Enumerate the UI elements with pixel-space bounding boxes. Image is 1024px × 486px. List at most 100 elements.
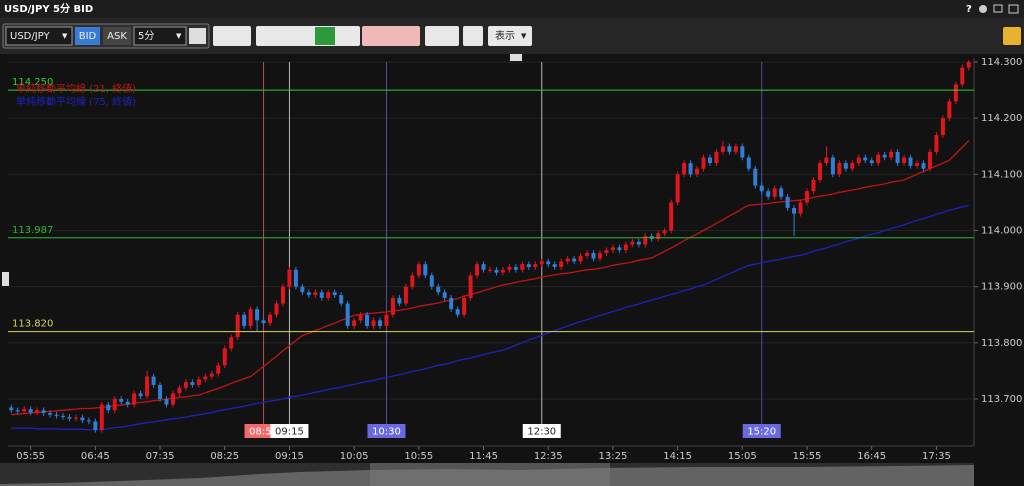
bid-button[interactable] <box>75 27 100 45</box>
candle-body <box>714 151 719 164</box>
display-label: 表示 <box>495 29 515 42</box>
snapshot-button[interactable] <box>463 26 483 46</box>
candle-body <box>28 409 33 413</box>
x-tick-label: 05:55 <box>16 451 45 462</box>
candle-body <box>332 292 337 296</box>
ask-label: ASK <box>107 31 127 42</box>
candle-body <box>41 410 46 414</box>
bid-label: BID <box>79 31 97 42</box>
candle-body <box>792 208 797 214</box>
price-level-label: 113.820 <box>12 319 53 330</box>
candle-body <box>837 163 842 175</box>
candle-body <box>429 275 434 287</box>
candle-body <box>533 264 538 268</box>
layout-button[interactable] <box>1003 27 1021 45</box>
display-dropdown[interactable] <box>488 26 532 46</box>
candle-body <box>326 292 331 298</box>
candle-body <box>630 241 635 245</box>
help-button[interactable]: ? <box>966 4 972 15</box>
drawing-group[interactable] <box>362 26 420 46</box>
collapse-tab[interactable] <box>510 54 522 61</box>
candle-body <box>112 398 117 411</box>
candle-body <box>953 84 958 102</box>
candle-body <box>559 261 564 268</box>
candle-body <box>863 157 868 161</box>
candle-body <box>500 269 505 273</box>
x-tick-label: 13:25 <box>599 451 628 462</box>
candle-body <box>60 415 65 417</box>
candle-body <box>688 163 693 175</box>
candle-body <box>352 320 357 326</box>
candle-body <box>707 157 712 164</box>
compare-button[interactable] <box>189 28 206 44</box>
side-tab[interactable] <box>2 272 9 286</box>
price-level-label: 114.250 <box>12 77 53 88</box>
close-button[interactable] <box>1008 4 1019 14</box>
candle-body <box>313 292 318 296</box>
settings-button[interactable] <box>979 5 987 13</box>
candle-body <box>183 382 188 388</box>
ask-button[interactable] <box>103 27 131 45</box>
candle-body <box>442 292 447 298</box>
symbol-label: USD/JPY <box>10 31 50 42</box>
y-tick-label: 113.900 <box>981 282 1022 293</box>
candle-body <box>475 264 480 276</box>
candle-body <box>242 314 247 326</box>
active-tool[interactable] <box>315 27 335 45</box>
candle-body <box>106 404 111 411</box>
candle-body <box>306 292 311 296</box>
candle-body <box>636 241 641 245</box>
candle-body <box>99 404 104 430</box>
candle-body <box>280 286 285 304</box>
candle-body <box>255 309 260 321</box>
candle-body <box>125 401 130 405</box>
candle-body <box>384 314 389 326</box>
candle-body <box>119 398 124 402</box>
candle-body <box>196 379 201 385</box>
time-marker-label: 15:20 <box>747 427 776 438</box>
candle-body <box>656 233 661 239</box>
candle-body <box>177 387 182 394</box>
candle-body <box>578 255 583 262</box>
interval-label: 5分 <box>138 30 154 42</box>
candle-body <box>908 157 913 166</box>
candle-body <box>727 146 732 152</box>
candle-body <box>481 264 486 270</box>
candle-body <box>416 264 421 276</box>
restore-button[interactable] <box>993 4 1003 13</box>
candle-body <box>753 168 758 186</box>
chart-type-dropdown[interactable] <box>213 26 251 46</box>
candle-body <box>869 160 874 164</box>
candle-body <box>927 151 932 169</box>
candle-body <box>520 264 525 270</box>
candle-body <box>462 297 467 315</box>
candle-body <box>468 275 473 298</box>
candle-body <box>591 252 596 259</box>
candle-body <box>824 157 829 164</box>
candle-body <box>610 247 615 251</box>
candle-body <box>720 146 725 152</box>
interval-dropdown[interactable] <box>133 26 187 46</box>
candle-body <box>805 191 810 203</box>
candle-body <box>358 314 363 321</box>
x-tick-label: 07:35 <box>146 451 175 462</box>
candle-body <box>390 297 395 315</box>
candle-body <box>966 62 971 68</box>
candle-body <box>319 292 324 298</box>
candle-body <box>940 118 945 136</box>
x-tick-label: 17:35 <box>922 451 951 462</box>
y-tick-label: 114.200 <box>981 113 1022 124</box>
y-tick-label: 113.800 <box>981 338 1022 349</box>
candle-body <box>203 376 208 380</box>
symbol-dropdown[interactable] <box>5 26 73 46</box>
candle-body <box>151 376 156 385</box>
candle-body <box>817 163 822 180</box>
x-tick-label: 10:05 <box>340 451 369 462</box>
pen-dropdown[interactable] <box>425 26 459 46</box>
candle-body <box>170 393 175 405</box>
candle-body <box>145 376 150 397</box>
time-marker-label: 12:30 <box>527 427 556 438</box>
candle-body <box>48 413 53 415</box>
zoom-group[interactable] <box>256 26 360 46</box>
